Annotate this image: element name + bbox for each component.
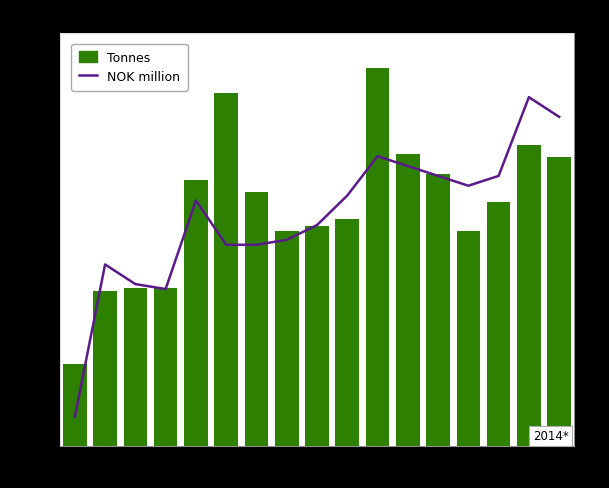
Bar (366, 68, 389, 447)
Bar (93, 292, 117, 447)
Text: 2014*: 2014* (533, 429, 569, 442)
Bar (184, 180, 208, 447)
Bar (547, 158, 571, 447)
Bar (426, 175, 450, 447)
Bar (214, 94, 238, 447)
Bar (517, 146, 541, 447)
Bar (396, 154, 420, 447)
Bar (305, 226, 329, 447)
Bar (457, 232, 480, 447)
Bar (124, 288, 147, 447)
Bar (245, 192, 268, 447)
Bar (336, 220, 359, 447)
Bar (154, 288, 177, 447)
Bar (487, 203, 510, 447)
Legend: Tonnes, NOK million: Tonnes, NOK million (71, 44, 188, 92)
Bar (63, 364, 86, 447)
Bar (275, 232, 298, 447)
